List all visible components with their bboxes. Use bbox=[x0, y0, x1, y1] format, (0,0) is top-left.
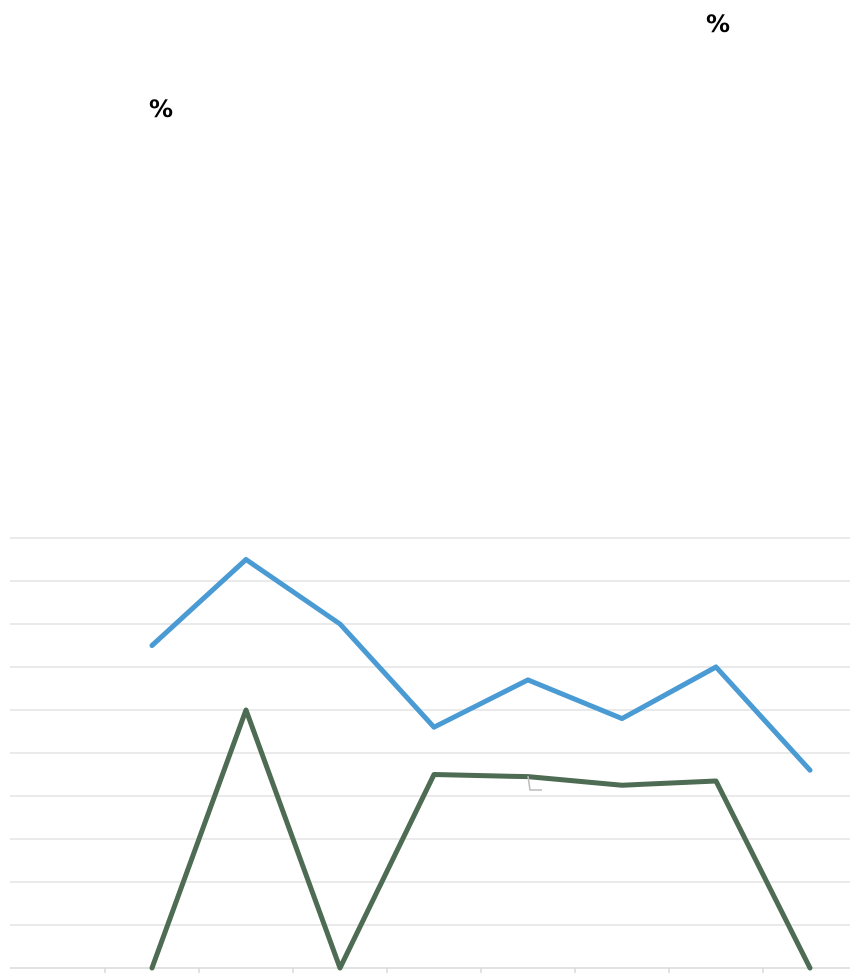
series-line-1 bbox=[149, 557, 813, 773]
small-callout-mark bbox=[527, 775, 542, 791]
x-axis-ticks bbox=[104, 968, 764, 973]
gridlines bbox=[10, 537, 850, 969]
series-line-2 bbox=[149, 707, 813, 971]
left-percent-label: % bbox=[149, 95, 173, 123]
top-right-percent-label: % bbox=[706, 10, 730, 38]
series-lines bbox=[149, 557, 813, 971]
